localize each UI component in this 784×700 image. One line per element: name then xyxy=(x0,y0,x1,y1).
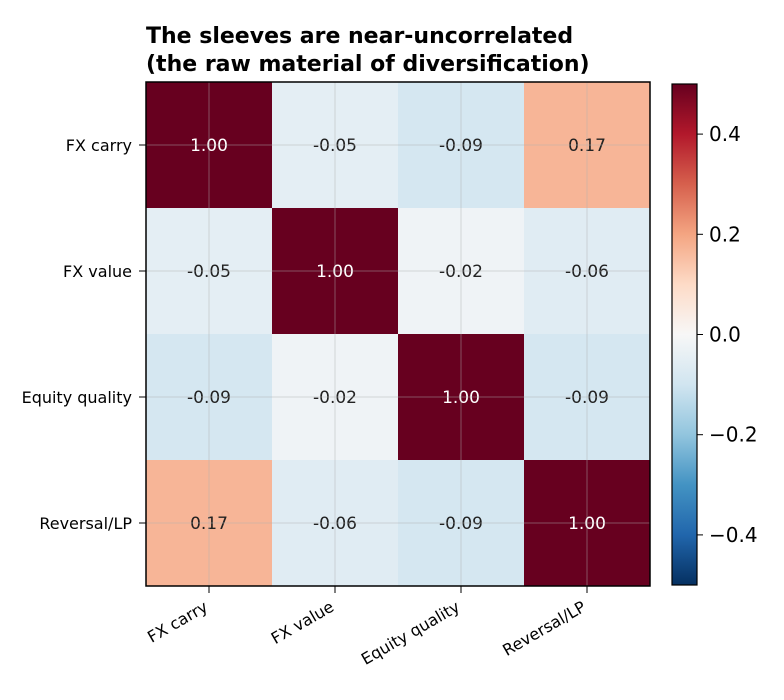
heatmap-cell xyxy=(272,82,398,208)
heatmap-cell xyxy=(524,82,650,208)
cell-value-label: 0.17 xyxy=(190,514,228,534)
x-axis: FX carry FX value Equity quality Reversal/L… xyxy=(144,586,589,669)
colorbar-tick-label: 0.2 xyxy=(709,222,741,246)
heatmap-cell xyxy=(398,208,524,334)
cell-value-label: -0.05 xyxy=(313,136,357,156)
x-tick-label: FX carry xyxy=(144,597,211,647)
chart-title-line-1: The sleeves are near-uncorrelated xyxy=(146,24,573,49)
x-tick-label: Equity quality xyxy=(358,597,463,669)
chart-title-line-2: (the raw material of diversification) xyxy=(146,52,590,77)
heatmap-cell xyxy=(524,334,650,460)
heatmap-cell xyxy=(146,460,272,586)
cell-value-label: 1.00 xyxy=(442,388,480,408)
heatmap-cell xyxy=(524,208,650,334)
cell-value-label: -0.05 xyxy=(187,262,231,282)
heatmap-cell xyxy=(524,460,650,586)
y-tick-label: FX value xyxy=(63,262,132,281)
heatmap-cell xyxy=(272,334,398,460)
heatmap-cell xyxy=(398,334,524,460)
colorbar-axis: 0.4 0.2 0.0 −0.2 −0.4 xyxy=(697,122,758,547)
colorbar-tick-label: −0.4 xyxy=(709,523,758,547)
x-tick-label: FX value xyxy=(268,597,337,648)
cell-value-label: -0.06 xyxy=(313,514,357,534)
x-tick-label: Reversal/LP xyxy=(499,597,589,660)
colorbar-tick-label: 0.4 xyxy=(709,122,741,146)
heatmap-cell xyxy=(146,82,272,208)
cell-value-label: -0.09 xyxy=(439,136,483,156)
heatmap-cell-labels: 1.00 -0.05 -0.09 0.17 -0.05 1.00 -0.02 -0.06 -0.… xyxy=(187,136,609,534)
y-tick-label: Reversal/LP xyxy=(39,514,132,533)
heatmap-cell xyxy=(398,460,524,586)
cell-value-label: 1.00 xyxy=(316,262,354,282)
cell-value-label: -0.06 xyxy=(565,262,609,282)
cell-value-label: 1.00 xyxy=(568,514,606,534)
heatmap-gridlines xyxy=(146,82,650,586)
heatmap-cells xyxy=(146,82,650,586)
colorbar-tick-label: −0.2 xyxy=(709,423,758,447)
cell-value-label: -0.09 xyxy=(565,388,609,408)
heatmap-cell xyxy=(272,460,398,586)
colorbar xyxy=(671,83,698,586)
cell-value-label: -0.02 xyxy=(439,262,483,282)
cell-value-label: 1.00 xyxy=(190,136,228,156)
heatmap-cell xyxy=(146,334,272,460)
y-tick-label: FX carry xyxy=(66,136,132,155)
cell-value-label: -0.02 xyxy=(313,388,357,408)
cell-value-label: -0.09 xyxy=(439,514,483,534)
cell-value-label: 0.17 xyxy=(568,136,606,156)
y-axis: FX carry FX value Equity quality Reversal/L… xyxy=(22,136,146,533)
heatmap-cell xyxy=(398,82,524,208)
heatmap-cell xyxy=(272,208,398,334)
plot-frame xyxy=(145,81,651,587)
cell-value-label: -0.09 xyxy=(187,388,231,408)
y-tick-label: Equity quality xyxy=(22,388,132,407)
colorbar-tick-label: 0.0 xyxy=(709,323,741,347)
heatmap-cell xyxy=(146,208,272,334)
